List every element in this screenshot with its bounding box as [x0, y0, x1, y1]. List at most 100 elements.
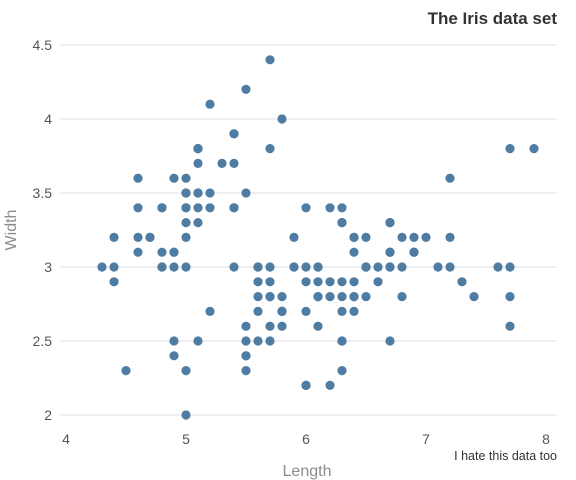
- data-point: [301, 277, 311, 287]
- data-point: [181, 203, 191, 213]
- data-point: [337, 277, 347, 287]
- data-point: [205, 203, 215, 213]
- data-point: [397, 262, 407, 272]
- data-point: [169, 247, 179, 257]
- data-point: [145, 232, 155, 242]
- data-point: [505, 292, 515, 302]
- data-point: [445, 173, 455, 183]
- data-point: [205, 99, 215, 109]
- data-point: [505, 321, 515, 331]
- data-point: [181, 218, 191, 228]
- data-point: [241, 188, 251, 198]
- data-point: [169, 262, 179, 272]
- data-point: [277, 292, 287, 302]
- data-point: [265, 321, 275, 331]
- data-point: [217, 158, 227, 168]
- x-tick-label: 8: [542, 431, 550, 447]
- data-point: [409, 232, 419, 242]
- data-point: [301, 306, 311, 316]
- data-point: [493, 262, 503, 272]
- data-point: [373, 277, 383, 287]
- data-point: [469, 292, 479, 302]
- data-point: [445, 262, 455, 272]
- data-point: [109, 262, 119, 272]
- y-tick-label: 3: [44, 259, 52, 275]
- x-axis-label: Length: [283, 463, 332, 480]
- data-point: [181, 366, 191, 376]
- data-point: [349, 247, 359, 257]
- data-point: [169, 336, 179, 346]
- data-point: [205, 306, 215, 316]
- data-point: [349, 277, 359, 287]
- data-point: [301, 262, 311, 272]
- data-point: [229, 129, 239, 139]
- data-points: [97, 55, 539, 420]
- data-point: [505, 262, 515, 272]
- data-point: [181, 173, 191, 183]
- data-point: [181, 232, 191, 242]
- data-point: [337, 366, 347, 376]
- data-point: [361, 262, 371, 272]
- data-point: [385, 218, 395, 228]
- data-point: [361, 232, 371, 242]
- x-tick-label: 4: [62, 431, 70, 447]
- tick-labels: 2 2.5 3 3.5 4 4.5 4 5 6 7 8: [33, 37, 551, 447]
- x-tick-label: 5: [182, 431, 190, 447]
- data-point: [241, 321, 251, 331]
- data-point: [133, 232, 143, 242]
- data-point: [229, 262, 239, 272]
- data-point: [181, 410, 191, 420]
- data-point: [253, 277, 263, 287]
- data-point: [313, 321, 323, 331]
- data-point: [325, 380, 335, 390]
- data-point: [157, 262, 167, 272]
- grid-lines: [60, 44, 557, 416]
- data-point: [397, 292, 407, 302]
- data-point: [265, 277, 275, 287]
- data-point: [253, 336, 263, 346]
- data-point: [421, 232, 431, 242]
- data-point: [373, 262, 383, 272]
- data-point: [193, 203, 203, 213]
- chart-caption: I hate this data too: [454, 449, 557, 463]
- y-tick-label: 4: [44, 111, 52, 127]
- data-point: [193, 144, 203, 154]
- data-point: [313, 292, 323, 302]
- data-point: [277, 321, 287, 331]
- data-point: [325, 292, 335, 302]
- data-point: [505, 144, 515, 154]
- y-tick-label: 2.5: [33, 333, 53, 349]
- data-point: [325, 277, 335, 287]
- data-point: [181, 262, 191, 272]
- data-point: [457, 277, 467, 287]
- data-point: [253, 262, 263, 272]
- data-point: [97, 262, 107, 272]
- data-point: [301, 203, 311, 213]
- data-point: [133, 247, 143, 257]
- data-point: [157, 203, 167, 213]
- data-point: [253, 306, 263, 316]
- data-point: [241, 351, 251, 361]
- x-tick-label: 6: [302, 431, 310, 447]
- data-point: [349, 232, 359, 242]
- data-point: [193, 336, 203, 346]
- data-point: [265, 144, 275, 154]
- data-point: [169, 173, 179, 183]
- data-point: [205, 188, 215, 198]
- data-point: [289, 232, 299, 242]
- data-point: [193, 188, 203, 198]
- data-point: [193, 158, 203, 168]
- data-point: [337, 203, 347, 213]
- data-point: [133, 203, 143, 213]
- data-point: [241, 336, 251, 346]
- data-point: [229, 158, 239, 168]
- data-point: [157, 247, 167, 257]
- data-point: [109, 232, 119, 242]
- data-point: [181, 188, 191, 198]
- data-point: [265, 336, 275, 346]
- data-point: [265, 55, 275, 65]
- data-point: [337, 336, 347, 346]
- data-point: [289, 262, 299, 272]
- data-point: [169, 351, 179, 361]
